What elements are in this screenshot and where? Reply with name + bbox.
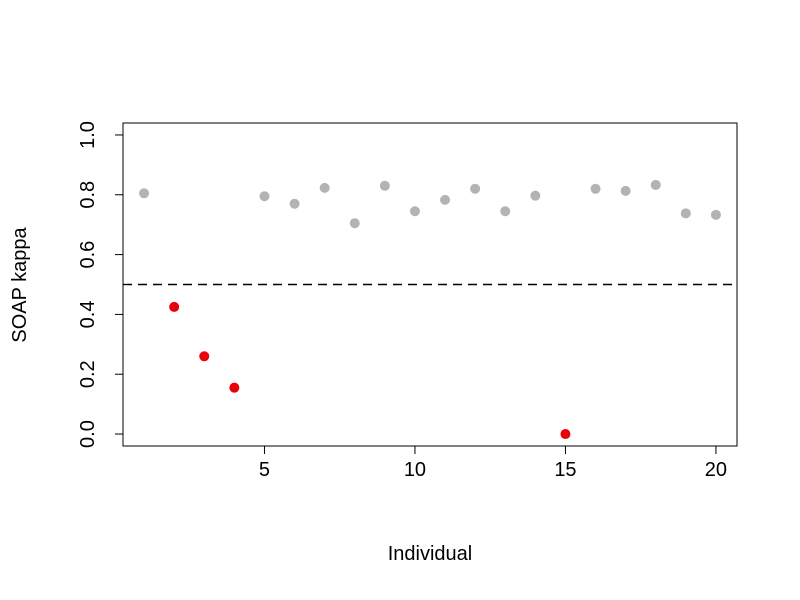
data-point (710, 209, 721, 220)
data-point (470, 183, 481, 194)
data-point (169, 301, 180, 312)
x-tick-label: 20 (705, 459, 727, 481)
data-point (199, 351, 210, 362)
data-point (409, 206, 420, 217)
x-tick-label: 10 (404, 459, 426, 481)
y-tick-label: 1.0 (77, 121, 99, 149)
y-axis-label: SOAP kappa (9, 226, 31, 342)
data-point (650, 179, 661, 190)
y-tick-label: 0.4 (77, 301, 99, 329)
y-tick-label: 0.0 (77, 420, 99, 448)
y-tick-label: 0.6 (77, 241, 99, 269)
data-point (440, 194, 451, 205)
data-point (259, 191, 270, 202)
data-point (319, 182, 330, 193)
data-point (229, 382, 240, 393)
data-point (289, 198, 300, 209)
data-point (379, 180, 390, 191)
data-point (139, 188, 150, 199)
data-point (349, 218, 360, 229)
axes: 5 10 15 20 0.0 0.2 0.4 0.6 0.8 1.0 (77, 121, 738, 481)
data-point (560, 429, 571, 440)
data-point (590, 183, 601, 194)
data-point (500, 206, 511, 217)
data-point (620, 185, 631, 196)
x-axis-label: Individual (388, 543, 473, 565)
x-tick-label: 15 (554, 459, 576, 481)
y-tick-label: 0.8 (77, 181, 99, 209)
y-tick-label: 0.2 (77, 360, 99, 388)
data-point (680, 208, 691, 219)
plot-area (123, 179, 737, 440)
x-tick-label: 5 (259, 459, 270, 481)
data-point (530, 190, 541, 201)
